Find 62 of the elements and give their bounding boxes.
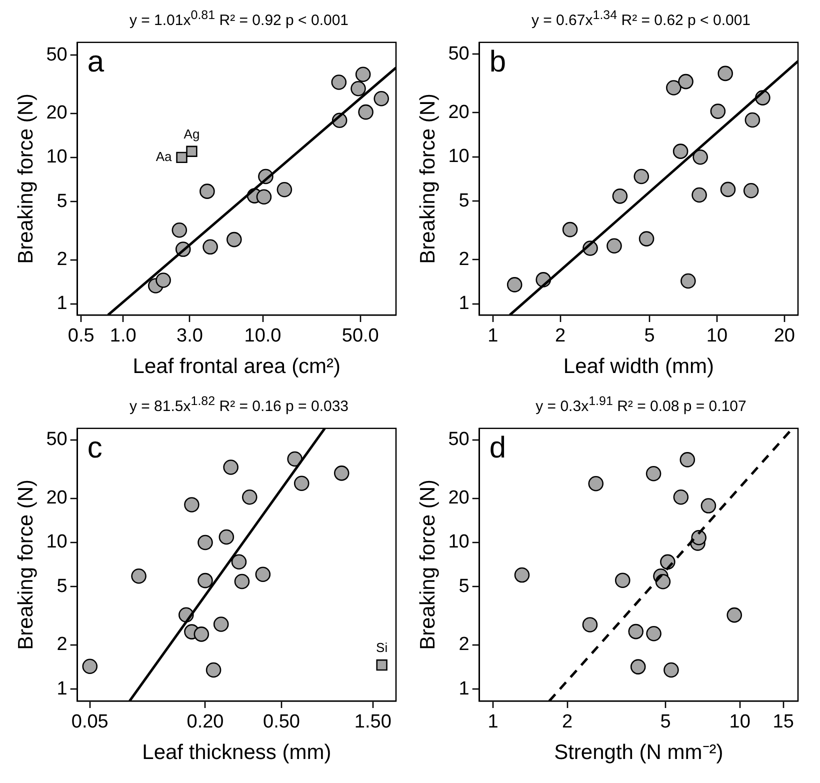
x-tick-label: 1.50 <box>354 712 392 733</box>
annotation: Aa <box>156 149 173 164</box>
y-tick-label: 2 <box>56 249 68 270</box>
y-tick-label: 1 <box>458 293 470 314</box>
y-tick-label: 5 <box>458 190 470 212</box>
y-axis-title: Breaking force (N) <box>14 94 38 264</box>
y-tick-label: 1 <box>56 293 68 314</box>
y-axis-title: Breaking force (N) <box>416 94 440 264</box>
x-tick-label: 1.0 <box>110 326 136 347</box>
y-tick-label: 1 <box>458 678 470 700</box>
x-tick-label: 0.05 <box>71 712 108 733</box>
chart-title: y = 1.01x$^{0.81}$ R² = 0.92 p < 0.001 <box>128 8 350 29</box>
chart-title: y = 0.67x$^{1.34}$ R² = 0.62 p < 0.001 <box>530 8 752 29</box>
y-tick-label: 50 <box>46 44 68 66</box>
x-tick-label: 1 <box>488 326 498 347</box>
y-axis-title: Breaking force (N) <box>14 480 38 650</box>
y-tick-label: 50 <box>448 43 470 64</box>
y-tick-label: 10 <box>448 532 470 553</box>
y-tick-label: 2 <box>458 248 470 270</box>
x-tick-label: 15 <box>772 712 794 733</box>
x-axis-title: Leaf frontal area (cm²) <box>132 355 341 378</box>
y-tick-label: 50 <box>46 429 68 450</box>
x-tick-label: 2 <box>562 712 573 733</box>
x-tick-label: 0.5 <box>68 326 94 347</box>
x-tick-label: 0.20 <box>186 712 224 733</box>
annotation: c <box>87 432 102 465</box>
y-tick-label: 10 <box>46 146 68 168</box>
y-tick-label: 10 <box>448 146 470 168</box>
x-tick-label: 1 <box>488 712 498 733</box>
x-tick-label: 3.0 <box>176 326 203 347</box>
y-tick-label: 2 <box>56 634 68 656</box>
annotation: d <box>489 432 506 465</box>
y-axis-title: Breaking force (N) <box>416 480 440 650</box>
y-tick-label: 50 <box>448 429 470 450</box>
y-tick-label: 10 <box>46 532 68 553</box>
y-tick-label: 20 <box>46 102 68 124</box>
x-tick-label: 10 <box>706 326 728 347</box>
x-tick-label: 10 <box>729 712 750 733</box>
x-axis-title: Strength (N mm⁻²) <box>554 741 724 764</box>
x-tick-label: 0.50 <box>262 712 300 733</box>
chart-title: y = 0.3x$^{1.91}$ R² = 0.08 p = 0.107 <box>534 394 748 415</box>
x-tick-label: 5 <box>660 712 671 733</box>
annotation: a <box>87 46 104 79</box>
annotation: Ag <box>184 126 200 142</box>
y-tick-label: 5 <box>56 190 68 212</box>
x-tick-label: 20 <box>774 326 795 347</box>
x-axis-title: Leaf thickness (mm) <box>142 741 332 764</box>
x-axis-title: Leaf width (mm) <box>563 355 714 378</box>
x-tick-label: 10.0 <box>244 326 282 347</box>
y-tick-label: 20 <box>448 102 470 123</box>
x-tick-label: 5 <box>644 326 655 347</box>
y-tick-label: 1 <box>56 678 68 700</box>
y-tick-label: 5 <box>458 576 470 597</box>
annotation: b <box>489 46 506 79</box>
x-tick-label: 50.0 <box>342 326 379 347</box>
annotation: Si <box>376 640 388 656</box>
y-tick-label: 5 <box>56 576 68 597</box>
chart-title: y = 81.5x$^{1.82}$ R² = 0.16 p = 0.033 <box>128 394 350 415</box>
y-tick-label: 2 <box>458 634 470 656</box>
y-tick-label: 20 <box>448 488 470 509</box>
y-tick-label: 20 <box>46 488 68 509</box>
x-tick-label: 2 <box>555 326 566 347</box>
